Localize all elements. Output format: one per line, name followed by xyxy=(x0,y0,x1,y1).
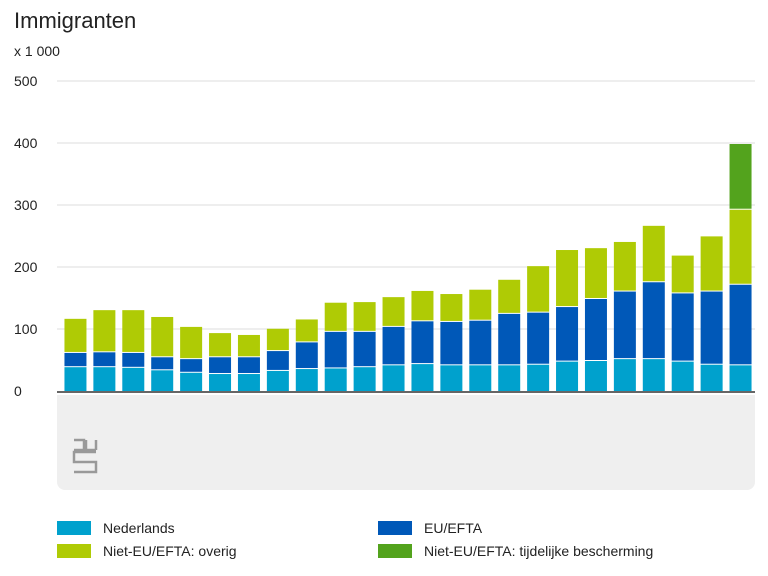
bar-segment xyxy=(122,352,145,367)
bar-segment xyxy=(440,365,463,391)
cbs-logo xyxy=(72,438,98,474)
legend-swatch xyxy=(378,544,412,558)
bar-segment xyxy=(353,302,376,331)
bar-segment xyxy=(729,209,752,284)
legend-item-tijdelijke-bescherming: Niet-EU/EFTA: tijdelijke bescherming xyxy=(378,543,653,559)
bar-segment xyxy=(469,365,492,391)
bar-segment xyxy=(613,241,636,291)
bar-segment xyxy=(324,302,347,331)
bar-segment xyxy=(498,279,521,313)
bar-segment xyxy=(180,372,203,391)
bar-segment xyxy=(295,369,318,391)
legend-label: Niet-EU/EFTA: tijdelijke bescherming xyxy=(424,543,654,559)
bar-segment xyxy=(324,331,347,368)
bar-segment xyxy=(122,310,145,352)
bar-segment xyxy=(729,365,752,391)
legend-item-overig: Niet-EU/EFTA: overig xyxy=(57,543,237,559)
legend-label: EU/EFTA xyxy=(424,520,483,536)
bar-segment xyxy=(93,352,116,367)
legend-item-nederlands: Nederlands xyxy=(57,520,175,536)
y-tick-label: 200 xyxy=(14,259,38,275)
bar-segment xyxy=(527,364,550,391)
y-tick-label: 500 xyxy=(14,73,38,89)
bar-segment xyxy=(729,284,752,365)
bar-segment xyxy=(237,334,260,357)
legend-item-eu-efta: EU/EFTA xyxy=(378,520,482,536)
bar-segment xyxy=(93,367,116,391)
bar-segment xyxy=(700,291,723,364)
chart-title: Immigranten xyxy=(14,8,137,33)
bar-segment xyxy=(382,297,405,326)
bar-segment xyxy=(498,313,521,365)
legend-swatch xyxy=(57,521,91,535)
bar-segment xyxy=(671,361,694,391)
bar-segment xyxy=(295,319,318,342)
bar-segment xyxy=(729,144,752,209)
bar-segment xyxy=(382,326,405,365)
y-tick-label: 100 xyxy=(14,321,38,337)
bar-segment xyxy=(411,290,434,321)
bar-segment xyxy=(209,357,232,374)
bar-segment xyxy=(180,359,203,372)
bar-segment xyxy=(556,250,579,307)
bar-segment xyxy=(671,293,694,361)
bar-segment xyxy=(237,374,260,391)
y-tick-label: 400 xyxy=(14,135,38,151)
bar-segment xyxy=(64,352,87,367)
bar-segment xyxy=(613,359,636,391)
bar-segment xyxy=(266,351,289,370)
bar-segment xyxy=(700,364,723,391)
legend-label: Niet-EU/EFTA: overig xyxy=(103,543,237,559)
bar-segment xyxy=(527,266,550,312)
footer-panel xyxy=(57,395,755,490)
bar-segment xyxy=(209,333,232,357)
bar-segment xyxy=(64,367,87,391)
bar-segment xyxy=(671,255,694,293)
bar-segment xyxy=(469,289,492,320)
bar-segment xyxy=(700,236,723,291)
legend-swatch xyxy=(378,521,412,535)
bar-segment xyxy=(64,318,87,352)
bar-segment xyxy=(382,365,405,391)
bar-segment xyxy=(353,367,376,391)
bar-segment xyxy=(324,368,347,391)
bar-segment xyxy=(122,367,145,391)
bar-segment xyxy=(411,321,434,364)
bar-segment xyxy=(469,320,492,365)
bar-segment xyxy=(411,364,434,391)
bar-segment xyxy=(440,294,463,321)
bar-segment xyxy=(556,307,579,361)
y-tick-label: 300 xyxy=(14,197,38,213)
bar-segment xyxy=(151,316,174,357)
bar-segment xyxy=(584,361,607,391)
bar-segment xyxy=(180,326,203,359)
y-tick-label: 0 xyxy=(14,383,22,399)
bar-segment xyxy=(151,357,174,370)
bar-segment xyxy=(353,331,376,367)
bar-segment xyxy=(151,370,174,391)
bar-segment xyxy=(556,361,579,391)
bar-segment xyxy=(584,299,607,360)
chart: 0100200300400500199920052010201520202022 xyxy=(14,73,755,399)
bar-segment xyxy=(498,365,521,391)
bar-segment xyxy=(613,291,636,359)
bar-segment xyxy=(266,328,289,351)
bar-segment xyxy=(295,342,318,369)
bar-segment xyxy=(209,374,232,391)
bar-segment xyxy=(642,225,665,282)
bar-segment xyxy=(584,248,607,298)
bar-segment xyxy=(527,312,550,364)
bar-segment xyxy=(237,357,260,374)
bar-segment xyxy=(642,359,665,391)
bar-segment xyxy=(93,310,116,352)
bar-segment xyxy=(440,321,463,365)
legend-swatch xyxy=(57,544,91,558)
bar-segment xyxy=(642,282,665,359)
bar-segment xyxy=(266,370,289,391)
legend-label: Nederlands xyxy=(103,520,175,536)
y-axis-unit: x 1 000 xyxy=(14,43,60,59)
